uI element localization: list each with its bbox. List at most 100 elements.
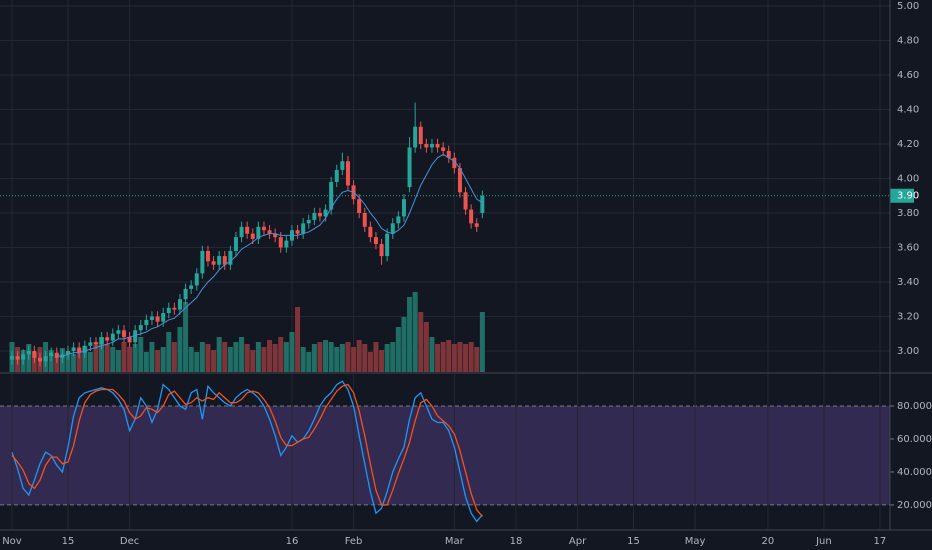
volume-bar <box>468 342 474 372</box>
volume-bar <box>311 344 317 372</box>
y-tick-label: 4.60 <box>897 70 919 81</box>
candle-body <box>329 181 334 210</box>
volume-bar <box>115 350 121 372</box>
volume-bar <box>272 344 278 372</box>
candle-body <box>457 168 462 193</box>
candle-body <box>9 356 14 360</box>
candle-body <box>211 261 216 265</box>
volume-bar <box>82 346 88 372</box>
volume-bar <box>351 347 357 372</box>
candle-body <box>205 250 210 262</box>
candle-body <box>357 199 362 213</box>
candle-body <box>323 209 328 217</box>
candle-body <box>43 356 48 362</box>
last-price-box <box>890 188 914 203</box>
y-tick-label: 4.80 <box>897 36 919 47</box>
candle-body <box>239 226 244 238</box>
candle-body <box>121 330 126 338</box>
volume-bar <box>127 347 133 372</box>
candle-body <box>88 342 93 346</box>
moving-average <box>56 153 483 357</box>
volume-bar <box>446 340 452 372</box>
y-tick-label: 5.00 <box>897 1 919 12</box>
volume-bar <box>479 312 485 372</box>
candle-body <box>177 299 182 310</box>
candle-body <box>127 337 132 343</box>
candle-body <box>99 337 104 345</box>
volume-bar <box>356 340 362 372</box>
y-tick-label: 4.40 <box>897 105 919 116</box>
candle-body <box>21 354 26 360</box>
x-tick-label: May <box>685 536 706 547</box>
x-tick-label: Apr <box>569 536 587 547</box>
y-tick-label: 4.20 <box>897 139 919 150</box>
volume-bar <box>451 344 457 372</box>
candle-body <box>401 199 406 217</box>
x-tick-label: Mar <box>445 536 465 547</box>
volume-bar <box>295 307 301 372</box>
volume-bar <box>93 342 99 372</box>
volume-bar <box>367 352 373 372</box>
candle-body <box>228 250 233 265</box>
volume-bar <box>194 352 200 372</box>
candle-body <box>474 223 479 227</box>
candle-body <box>435 144 440 148</box>
volume-bar <box>379 350 385 372</box>
volume-bar <box>457 342 463 372</box>
volume-bar <box>87 352 93 372</box>
x-tick-label: 20 <box>762 536 775 547</box>
candle-body <box>446 150 451 158</box>
candle-body <box>306 219 311 224</box>
volume-bar <box>267 340 273 372</box>
volume-bar <box>407 297 413 372</box>
y-tick-label: 3.20 <box>897 311 919 322</box>
candle-body <box>194 273 199 286</box>
y-tick-label: 20.0000 <box>897 500 932 511</box>
candle-body <box>155 316 160 322</box>
volume-bar <box>188 347 194 372</box>
volume-bar <box>474 347 480 372</box>
volume-bar <box>334 347 340 372</box>
candle-body <box>396 216 401 224</box>
candle-body <box>250 233 255 239</box>
candle-body <box>54 352 59 358</box>
candle-body <box>480 195 485 213</box>
candle-body <box>418 126 423 145</box>
candle-body <box>424 144 429 148</box>
volume-bar <box>440 342 446 372</box>
stoch-line <box>11 383 483 517</box>
x-tick-label: 16 <box>286 536 299 547</box>
candle-body <box>469 209 474 224</box>
candle-body <box>116 330 121 334</box>
candle-body <box>15 356 20 360</box>
candle-body <box>312 212 317 220</box>
volume-bar <box>323 340 329 372</box>
volume-bar <box>183 302 189 372</box>
y-tick-label: 4.00 <box>897 173 919 184</box>
candle-body <box>407 147 412 188</box>
volume-bar <box>328 342 334 372</box>
candle-body <box>37 357 42 362</box>
volume-bar <box>412 292 418 372</box>
volume-bar <box>250 350 256 372</box>
candle-body <box>200 250 205 274</box>
candle-body <box>463 192 468 210</box>
candle-body <box>267 230 272 234</box>
volume-bar <box>155 350 161 372</box>
volume-bar <box>177 327 183 372</box>
x-tick-label: 15 <box>62 536 75 547</box>
volume-bar <box>463 344 469 372</box>
volume-bar <box>104 344 110 372</box>
candle-body <box>362 212 367 227</box>
candle-body <box>189 285 194 289</box>
x-tick-label: 18 <box>510 536 523 547</box>
volume-bar <box>300 347 306 372</box>
candle-body <box>217 256 222 265</box>
candle-body <box>172 307 177 310</box>
volume-bar <box>261 347 267 372</box>
candle-body <box>390 223 395 234</box>
volume-bar <box>99 337 105 372</box>
stoch-band <box>0 405 890 505</box>
volume-bar <box>418 312 424 372</box>
